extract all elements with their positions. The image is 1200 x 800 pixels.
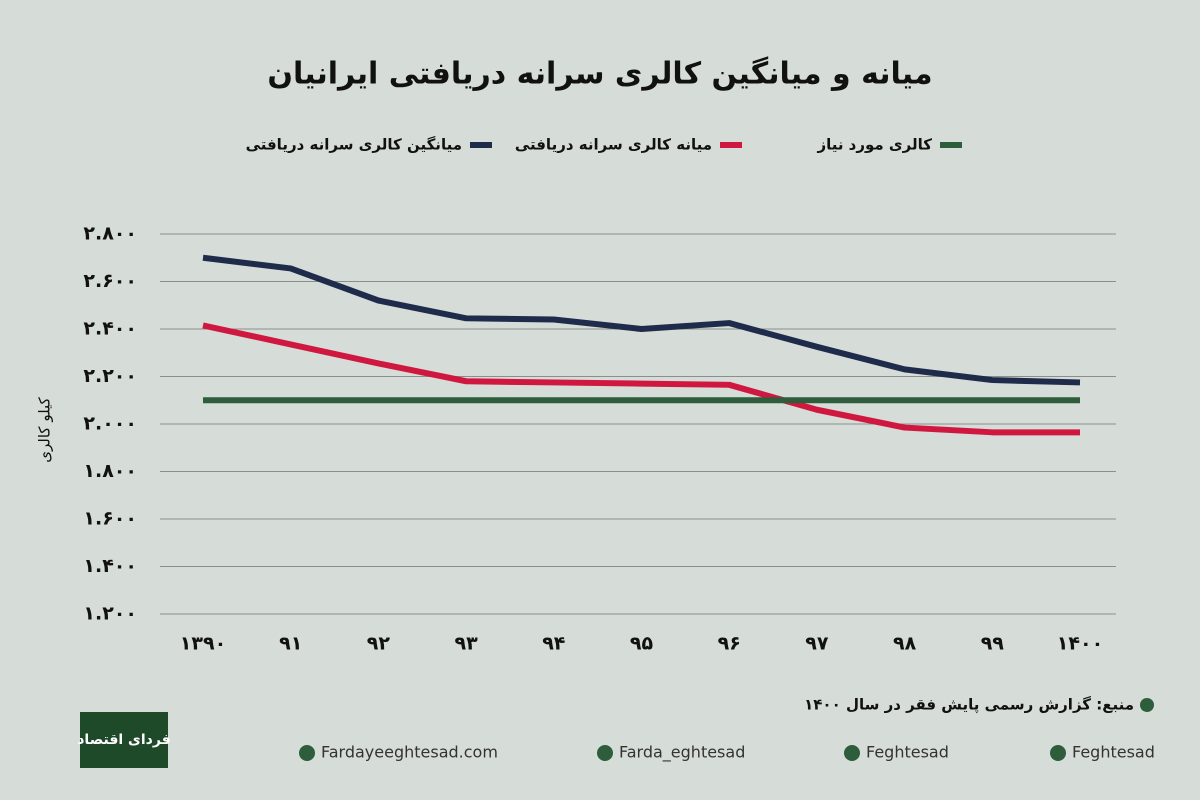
logo: فردای اقتصاد	[77, 732, 170, 748]
legend-label: میانگین کالری سرانه دریافتی	[246, 136, 462, 154]
legend-swatch	[720, 142, 742, 148]
y-tick-label: ۱.۲۰۰	[83, 603, 137, 625]
data-line	[202, 322, 1080, 436]
x-tick-label: ۹۳	[454, 633, 478, 655]
social-link[interactable]: Feghtesad	[1072, 743, 1155, 762]
y-tick-label: ۲.۰۰۰	[83, 413, 137, 435]
data-line	[202, 254, 1081, 386]
y-tick-label: ۱.۸۰۰	[83, 460, 137, 482]
y-tick-label: ۲.۲۰۰	[83, 365, 137, 387]
x-tick-label: ۹۵	[630, 633, 654, 655]
x-tick-label: ۱۳۹۰	[180, 633, 226, 655]
social-link[interactable]: Fardayeeghtesad.com	[321, 743, 498, 762]
web-icon	[299, 745, 315, 761]
y-axis-label: کیلو کالری	[36, 396, 54, 462]
y-tick-label: ۲.۸۰۰	[83, 223, 137, 245]
social-icons	[299, 745, 1066, 761]
chart-title: میانه و میانگین کالری سرانه دریافتی ایرا…	[267, 56, 932, 92]
x-tick-label: ۹۲	[367, 633, 391, 655]
twitter-icon	[1050, 745, 1066, 761]
x-tick-label: ۹۴	[542, 633, 565, 655]
x-tick-label: ۹۶	[718, 633, 741, 655]
y-tick-label: ۱.۶۰۰	[83, 508, 137, 530]
y-tick-label: ۲.۴۰۰	[83, 318, 137, 340]
x-tick-label: ۹۷	[805, 633, 829, 655]
x-tick-label: ۹۸	[893, 633, 917, 655]
legend-label: کالری مورد نیاز	[816, 136, 932, 154]
legend-label: میانه کالری سرانه دریافتی	[515, 136, 712, 154]
instagram-icon	[597, 745, 613, 761]
y-tick-label: ۱.۴۰۰	[83, 555, 137, 577]
y-tick-label: ۲.۶۰۰	[83, 270, 137, 292]
x-tick-label: ۹۹	[981, 633, 1005, 655]
source-bullet	[1140, 698, 1154, 712]
source: منبع: گزارش رسمی پایش فقر در سال ۱۴۰۰	[804, 696, 1134, 715]
telegram-icon	[844, 745, 860, 761]
logo-box	[80, 712, 168, 768]
social-link[interactable]: Farda_eghtesad	[619, 743, 745, 763]
x-tick-label: ۱۴۰۰	[1057, 633, 1103, 655]
social-link[interactable]: Feghtesad	[866, 743, 949, 762]
legend-swatch	[470, 142, 492, 148]
legend-swatch	[940, 142, 962, 148]
x-tick-label: ۹۱	[279, 633, 302, 655]
